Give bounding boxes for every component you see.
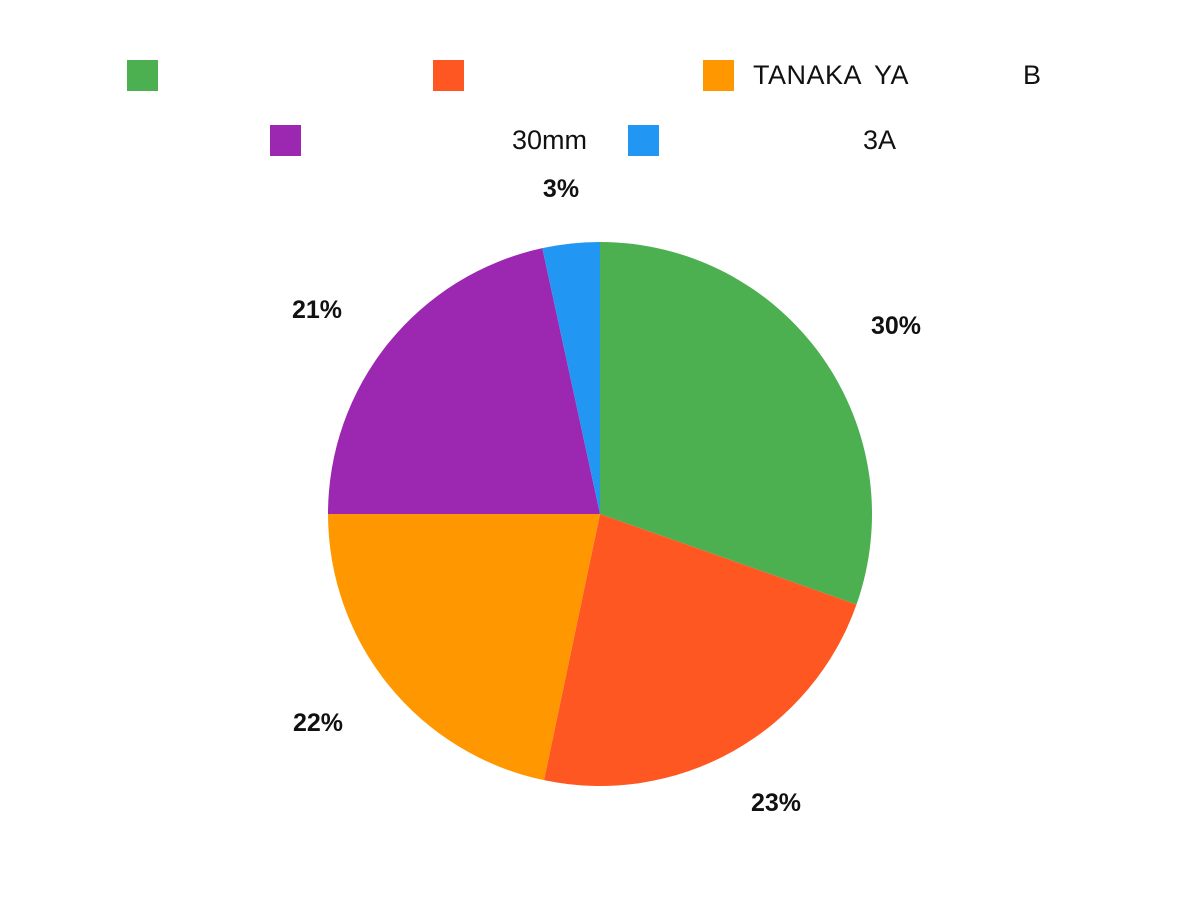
legend-item-blue[interactable] — [628, 124, 659, 156]
pie-slices — [328, 242, 872, 786]
legend-swatch-purple — [270, 124, 301, 156]
legend-label-orange: TANAKA YA — [753, 60, 910, 90]
legend-swatch-blue — [628, 124, 659, 156]
legend-swatch-red — [433, 59, 464, 91]
legend-item-green[interactable] — [127, 59, 158, 91]
pie-label-purple: 21% — [292, 296, 342, 324]
legend-item-red[interactable] — [433, 59, 464, 91]
pie-slice-orange[interactable] — [328, 514, 600, 781]
pie-slice-purple[interactable] — [328, 248, 600, 514]
legend-item-orange[interactable] — [703, 59, 734, 91]
legend-label-blue: 3A — [863, 125, 897, 155]
legend-swatch-green — [127, 59, 158, 91]
pie-label-orange: 22% — [293, 709, 343, 737]
pie-label-green: 30% — [871, 312, 921, 340]
pie-slice-blue[interactable] — [542, 242, 600, 514]
pie-slice-green[interactable] — [600, 242, 872, 605]
legend-label-purple: 30mm — [512, 125, 588, 155]
legend-item-purple[interactable] — [270, 124, 301, 156]
legend-swatch-orange — [703, 59, 734, 91]
pie-label-red: 23% — [751, 789, 801, 817]
pie-labels: 30% 23% 22% 21% 3% — [292, 175, 921, 817]
pie-label-blue: 3% — [543, 175, 579, 203]
legend-label-orange-suffix: B — [1023, 60, 1042, 90]
pie-slice-red[interactable] — [544, 514, 857, 786]
